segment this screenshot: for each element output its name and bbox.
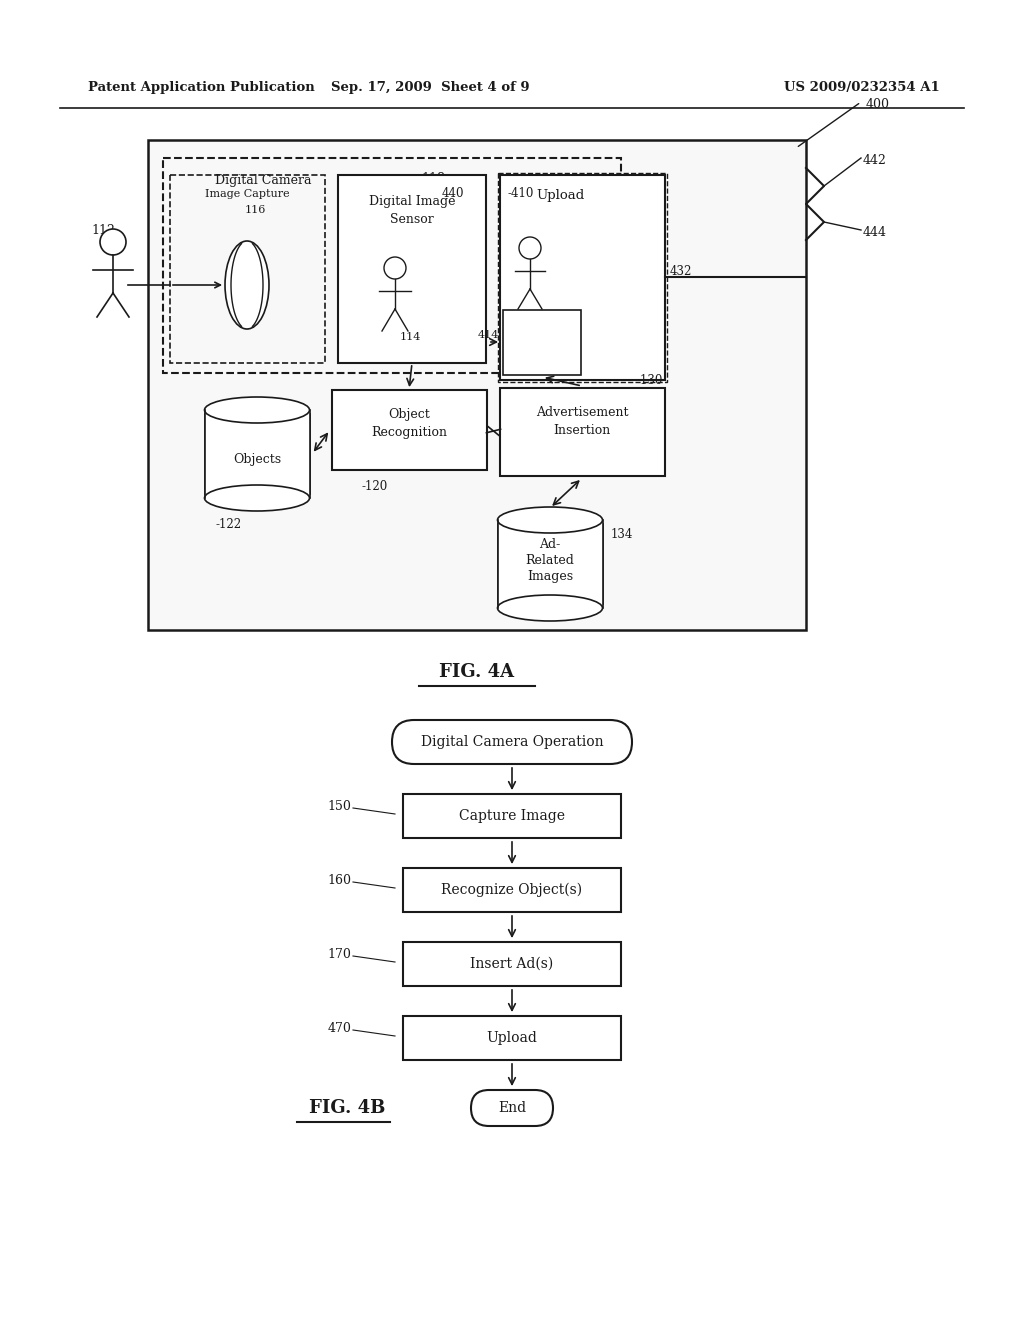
Text: Sensor: Sensor [390,213,434,226]
FancyBboxPatch shape [500,176,665,380]
Text: 414: 414 [477,330,499,341]
Text: 170: 170 [327,948,351,961]
Text: Ad-: Ad- [532,322,551,333]
Text: -122: -122 [215,517,241,531]
Ellipse shape [205,397,309,422]
Text: 150: 150 [327,800,351,813]
Text: Insertion: Insertion [553,424,610,437]
Text: End: End [498,1101,526,1115]
Text: Object: Object [388,408,430,421]
Text: Related: Related [520,338,563,348]
Circle shape [100,228,126,255]
Text: Ad-: Ad- [540,539,560,550]
Text: Insert Ad(s): Insert Ad(s) [470,957,554,972]
Text: Recognize Object(s): Recognize Object(s) [441,883,583,898]
Ellipse shape [205,484,309,511]
Text: Upload: Upload [486,1031,538,1045]
FancyBboxPatch shape [403,869,621,912]
Bar [205,411,310,498]
FancyBboxPatch shape [500,388,665,477]
Text: 116: 116 [245,205,266,215]
Text: Recognition: Recognition [371,426,447,440]
Ellipse shape [498,507,602,533]
Text: 444: 444 [863,226,887,239]
Text: Capture Image: Capture Image [459,809,565,822]
Text: 432: 432 [670,265,692,279]
Text: -410: -410 [508,187,535,201]
FancyBboxPatch shape [338,176,486,363]
Text: Patent Application Publication: Patent Application Publication [88,82,314,95]
Text: Digital Camera: Digital Camera [215,174,311,187]
Text: -120: -120 [362,480,388,492]
Text: Sep. 17, 2009  Sheet 4 of 9: Sep. 17, 2009 Sheet 4 of 9 [331,82,529,95]
FancyBboxPatch shape [471,1090,553,1126]
Text: 112: 112 [91,224,115,238]
Text: Advertisement: Advertisement [536,407,629,418]
Text: Image Capture: Image Capture [205,189,290,199]
Text: -130: -130 [637,374,663,387]
Text: 134: 134 [611,528,634,541]
FancyBboxPatch shape [403,795,621,838]
Text: 114: 114 [400,333,421,342]
Ellipse shape [498,595,602,620]
Text: 400: 400 [866,98,890,111]
FancyBboxPatch shape [332,389,487,470]
FancyBboxPatch shape [503,310,581,375]
FancyBboxPatch shape [148,140,806,630]
FancyBboxPatch shape [403,1016,621,1060]
Text: 470: 470 [327,1022,351,1035]
Text: 442: 442 [863,154,887,168]
Text: FIG. 4A: FIG. 4A [439,663,515,681]
Text: Images: Images [527,570,573,583]
Text: Objects: Objects [232,453,281,466]
Text: 440: 440 [442,187,465,201]
Text: Upload: Upload [536,189,584,202]
Text: 118: 118 [421,172,445,185]
Bar [498,520,603,609]
Text: Digital Image: Digital Image [369,195,456,209]
Text: Related: Related [525,554,574,568]
Text: FIG. 4B: FIG. 4B [308,1100,385,1117]
Ellipse shape [225,242,269,329]
FancyBboxPatch shape [392,719,632,764]
Text: US 2009/0232354 A1: US 2009/0232354 A1 [784,82,940,95]
FancyBboxPatch shape [403,942,621,986]
Text: 160: 160 [327,874,351,887]
Text: Digital Camera Operation: Digital Camera Operation [421,735,603,748]
